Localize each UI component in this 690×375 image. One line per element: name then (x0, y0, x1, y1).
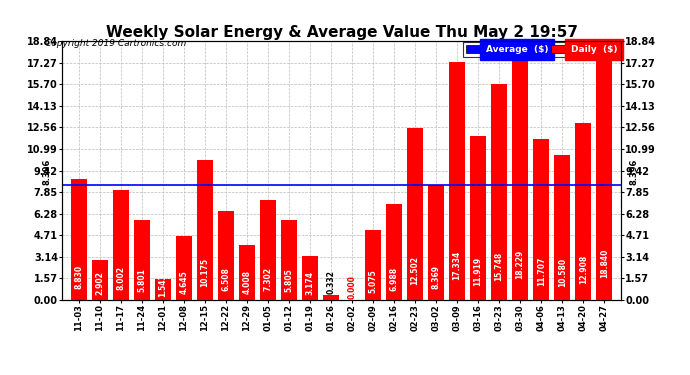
Text: 0.332: 0.332 (326, 270, 335, 294)
Bar (449, 62, 465, 300)
Bar (281, 220, 297, 300)
Title: Weekly Solar Energy & Average Value Thu May 2 19:57: Weekly Solar Energy & Average Value Thu … (106, 25, 578, 40)
Bar (323, 296, 339, 300)
Text: 8.830: 8.830 (75, 265, 83, 289)
Text: 8.396: 8.396 (43, 158, 52, 185)
Bar (176, 236, 192, 300)
Bar (491, 84, 507, 300)
Text: 6.508: 6.508 (221, 268, 230, 291)
Bar (302, 256, 318, 300)
Text: 8.002: 8.002 (117, 266, 126, 290)
Text: 11.919: 11.919 (473, 256, 482, 285)
Text: 5.805: 5.805 (284, 268, 293, 292)
Bar (596, 41, 612, 300)
Bar (239, 245, 255, 300)
Text: 12.502: 12.502 (411, 256, 420, 285)
Bar (92, 260, 108, 300)
Text: 1.543: 1.543 (159, 273, 168, 297)
Text: 10.175: 10.175 (201, 258, 210, 288)
Text: 8.369: 8.369 (432, 266, 441, 290)
Bar (554, 155, 570, 300)
Text: 11.707: 11.707 (537, 256, 546, 286)
Text: 12.908: 12.908 (579, 255, 588, 285)
Bar (575, 123, 591, 300)
Text: 17.334: 17.334 (453, 251, 462, 280)
Text: 18.840: 18.840 (600, 249, 609, 278)
Text: 5.801: 5.801 (137, 268, 146, 292)
Bar (407, 128, 423, 300)
Bar (471, 136, 486, 300)
Text: 8.396: 8.396 (629, 158, 638, 185)
Text: 3.174: 3.174 (306, 271, 315, 295)
Bar (197, 160, 213, 300)
Legend: Average  ($), Daily  ($): Average ($), Daily ($) (463, 42, 620, 57)
Bar (260, 200, 276, 300)
Text: 4.645: 4.645 (179, 270, 188, 294)
Text: 7.302: 7.302 (264, 267, 273, 291)
Bar (365, 230, 381, 300)
Text: 6.988: 6.988 (390, 267, 399, 291)
Bar (134, 220, 150, 300)
Bar (155, 279, 171, 300)
Bar (386, 204, 402, 300)
Text: 4.008: 4.008 (242, 270, 251, 294)
Bar (533, 139, 549, 300)
Text: 2.902: 2.902 (95, 272, 104, 296)
Bar (71, 179, 87, 300)
Bar (428, 185, 444, 300)
Bar (218, 211, 234, 300)
Text: 18.229: 18.229 (515, 249, 524, 279)
Bar (113, 190, 129, 300)
Text: 0.000: 0.000 (348, 275, 357, 298)
Bar (512, 50, 528, 300)
Text: Copyright 2019 Cartronics.com: Copyright 2019 Cartronics.com (45, 39, 186, 48)
Text: 5.075: 5.075 (368, 269, 377, 293)
Text: 10.580: 10.580 (558, 258, 566, 287)
Text: 15.748: 15.748 (495, 252, 504, 281)
